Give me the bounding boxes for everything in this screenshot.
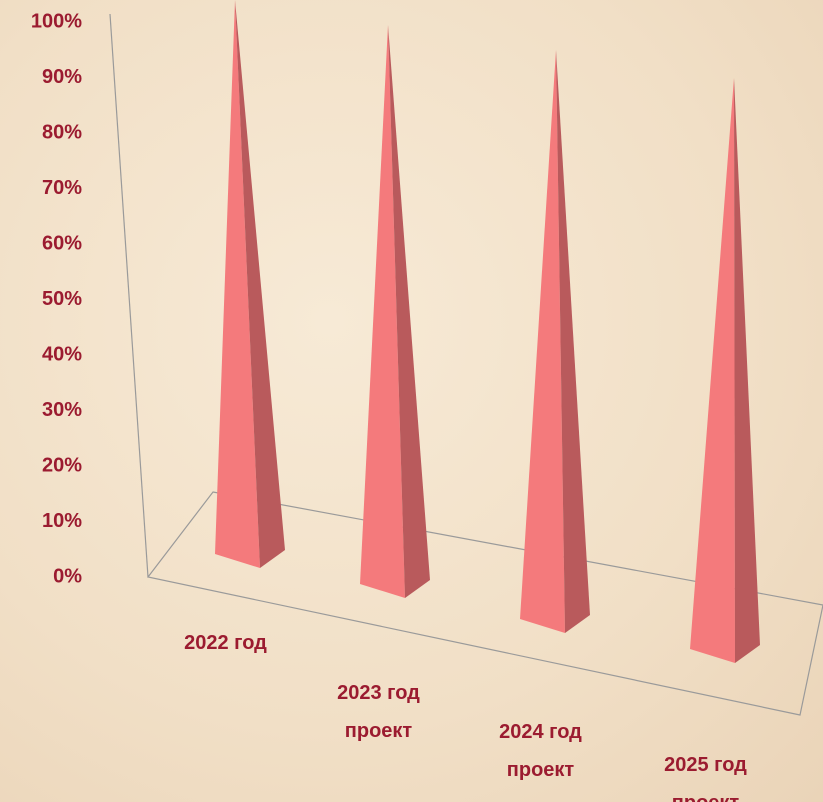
x-tick-label: 2025 год проект xyxy=(664,754,747,802)
pyramid-front xyxy=(520,50,565,633)
y-tick-label: 30% xyxy=(42,399,82,421)
pyramid xyxy=(690,78,760,663)
y-tick-label: 70% xyxy=(42,177,82,199)
y-tick-label: 60% xyxy=(42,232,82,254)
pyramid-front xyxy=(215,0,260,568)
pyramid-side xyxy=(734,78,760,663)
x-tick-label: 2023 год проект xyxy=(337,682,420,742)
value-axis xyxy=(109,13,149,578)
y-tick-label: 100% xyxy=(31,10,82,32)
y-tick-label: 50% xyxy=(42,288,82,310)
pyramid-front xyxy=(690,78,735,663)
y-tick-label: 10% xyxy=(42,510,82,532)
pyramid xyxy=(520,50,590,633)
y-tick-label: 20% xyxy=(42,454,82,476)
pyramid-front xyxy=(360,25,405,598)
pyramid xyxy=(360,25,430,598)
pyramid-side xyxy=(556,50,590,633)
floor xyxy=(146,491,823,716)
y-tick-label: 90% xyxy=(42,66,82,88)
x-tick-label: 2022 год xyxy=(184,632,267,654)
pyramid xyxy=(215,0,285,568)
y-tick-label: 0% xyxy=(53,565,82,587)
y-tick-label: 40% xyxy=(42,343,82,365)
pyramid-side xyxy=(388,25,430,598)
y-tick-label: 80% xyxy=(42,121,82,143)
pyramid-side xyxy=(235,0,285,568)
x-tick-label: 2024 год проект xyxy=(499,721,582,781)
